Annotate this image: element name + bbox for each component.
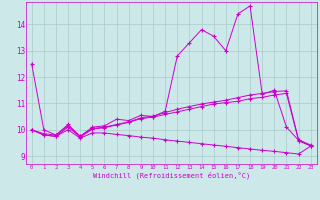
X-axis label: Windchill (Refroidissement éolien,°C): Windchill (Refroidissement éolien,°C) (92, 171, 250, 179)
